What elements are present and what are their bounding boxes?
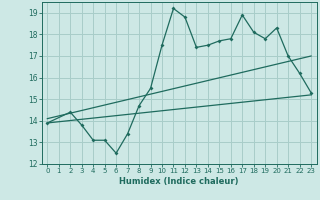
X-axis label: Humidex (Indice chaleur): Humidex (Indice chaleur) — [119, 177, 239, 186]
